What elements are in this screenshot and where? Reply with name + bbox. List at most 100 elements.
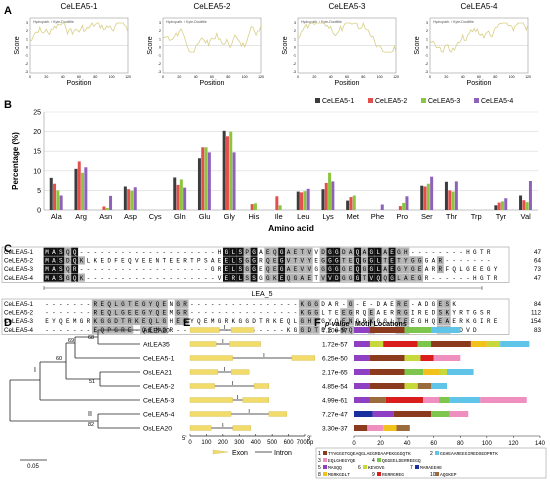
panel-label-d: D xyxy=(4,317,12,329)
residue: Y xyxy=(52,318,56,325)
x-tick-label: Met xyxy=(346,212,359,221)
residue: E xyxy=(204,318,208,325)
conserved-cell xyxy=(223,273,230,282)
motif-legend-sequence: MGRKGDLT xyxy=(328,472,350,478)
residue: Q xyxy=(349,327,353,334)
similar-cell xyxy=(119,299,127,308)
residue: Y xyxy=(328,318,332,325)
x-tick-label: Asn xyxy=(99,212,112,221)
residue: S xyxy=(59,275,63,282)
group-label: II xyxy=(88,411,92,418)
conserved-cell xyxy=(229,273,237,282)
bar xyxy=(525,202,529,210)
similar-cell xyxy=(64,247,72,256)
bar xyxy=(81,172,85,210)
residue: - xyxy=(411,301,415,308)
residue: - xyxy=(169,249,173,256)
x-tick-label: 20 xyxy=(444,75,448,79)
residue: Q xyxy=(156,301,160,308)
residue: G xyxy=(107,318,111,325)
residue: I xyxy=(480,318,484,325)
residue: - xyxy=(52,327,56,334)
conserved-cell xyxy=(278,256,286,265)
similar-cell xyxy=(133,316,141,326)
similar-cell xyxy=(319,264,327,274)
residue: A xyxy=(349,249,353,256)
conserved-cell xyxy=(326,247,334,256)
residue: - xyxy=(238,301,242,308)
residue: A xyxy=(52,258,56,265)
similar-cell xyxy=(264,264,272,274)
bp-tick-label: 300 xyxy=(234,440,245,446)
x-tick-label: 80 xyxy=(93,75,97,79)
bar xyxy=(183,187,187,210)
y-tick-label: 15 xyxy=(33,149,41,156)
conserved-cell xyxy=(71,273,79,282)
residue: E xyxy=(169,258,173,265)
residue: K xyxy=(80,275,84,282)
bar xyxy=(504,198,508,210)
residue: - xyxy=(59,327,63,334)
residue: - xyxy=(452,258,456,265)
residue: A xyxy=(425,266,429,273)
residue: Q xyxy=(266,266,270,273)
residue: Q xyxy=(356,266,360,273)
residue: - xyxy=(94,275,98,282)
residue: E xyxy=(225,258,229,265)
residue: T xyxy=(128,301,132,308)
residue: E xyxy=(45,318,49,325)
plot-title: CeLEA5-1 xyxy=(61,2,98,11)
motif-box xyxy=(404,355,421,361)
residue: E xyxy=(418,266,422,273)
residue: Y xyxy=(404,266,408,273)
residue: - xyxy=(114,249,118,256)
similar-cell xyxy=(416,264,424,274)
similar-cell xyxy=(126,308,134,317)
residue: - xyxy=(197,275,201,282)
residue: - xyxy=(107,249,111,256)
conserved-cell xyxy=(229,247,237,256)
y-tick-label: 1 xyxy=(159,37,161,41)
conserved-cell xyxy=(229,264,237,274)
x-axis-label: Position xyxy=(67,80,92,87)
similar-cell xyxy=(98,299,106,308)
residue: E xyxy=(439,318,443,325)
conserved-cell xyxy=(354,256,361,265)
residue: - xyxy=(114,275,118,282)
motif-legend-sequence: GGHEAAREEGIREDSEDPRTK xyxy=(440,451,498,457)
bar xyxy=(225,136,229,210)
conserved-cell xyxy=(71,247,79,256)
alignment-frame xyxy=(1,246,510,283)
conserved-cell xyxy=(229,256,237,265)
residue: L xyxy=(238,275,242,282)
residue: E xyxy=(473,266,477,273)
residue: - xyxy=(142,249,146,256)
residue: - xyxy=(128,275,132,282)
exon-block xyxy=(189,425,212,431)
residue: A xyxy=(418,301,422,308)
residue: R xyxy=(218,266,222,273)
residue: T xyxy=(383,258,387,265)
hydropathy-line xyxy=(429,22,529,53)
residue: D xyxy=(473,327,477,334)
bar xyxy=(405,196,409,210)
p-value: 4.85e-54 xyxy=(322,384,348,391)
sequence-length: 83 xyxy=(534,327,542,334)
residue: Q xyxy=(128,258,132,265)
residue: K xyxy=(94,318,98,325)
motif-box xyxy=(385,397,424,403)
motif-legend-number: 5 xyxy=(318,465,321,471)
residue: G xyxy=(335,327,339,334)
y-tick-label: 0 xyxy=(159,46,161,50)
similar-cell xyxy=(271,256,279,265)
residue: - xyxy=(87,249,91,256)
similar-cell xyxy=(340,316,348,326)
residue: E xyxy=(273,258,277,265)
similar-cell xyxy=(305,325,313,334)
x-tick-label: 80 xyxy=(493,75,497,79)
x-tick-label: 120 xyxy=(525,75,531,79)
residue: E xyxy=(494,318,498,325)
x-axis-label: Amino acid xyxy=(268,223,314,233)
bar xyxy=(352,195,356,210)
